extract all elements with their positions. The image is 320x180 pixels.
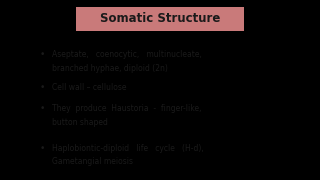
FancyBboxPatch shape [76, 7, 244, 31]
Text: •: • [39, 104, 45, 113]
Text: •: • [39, 144, 45, 153]
Text: •: • [39, 83, 45, 92]
Text: Haplobiontic-diploid   life   cycle   (H-d),
Gametangial meiosis: Haplobiontic-diploid life cycle (H-d), G… [52, 144, 204, 166]
Text: •: • [39, 50, 45, 59]
Text: Aseptate,   coenocytic,   multinucleate,
branched hyphae, diploid (2n): Aseptate, coenocytic, multinucleate, bra… [52, 50, 202, 73]
Text: Somatic Structure: Somatic Structure [100, 12, 220, 25]
Text: They  produce  Haustoria  -  finger-like,
button shaped: They produce Haustoria - finger-like, bu… [52, 104, 202, 127]
Text: Cell wall – cellulose: Cell wall – cellulose [52, 83, 127, 92]
